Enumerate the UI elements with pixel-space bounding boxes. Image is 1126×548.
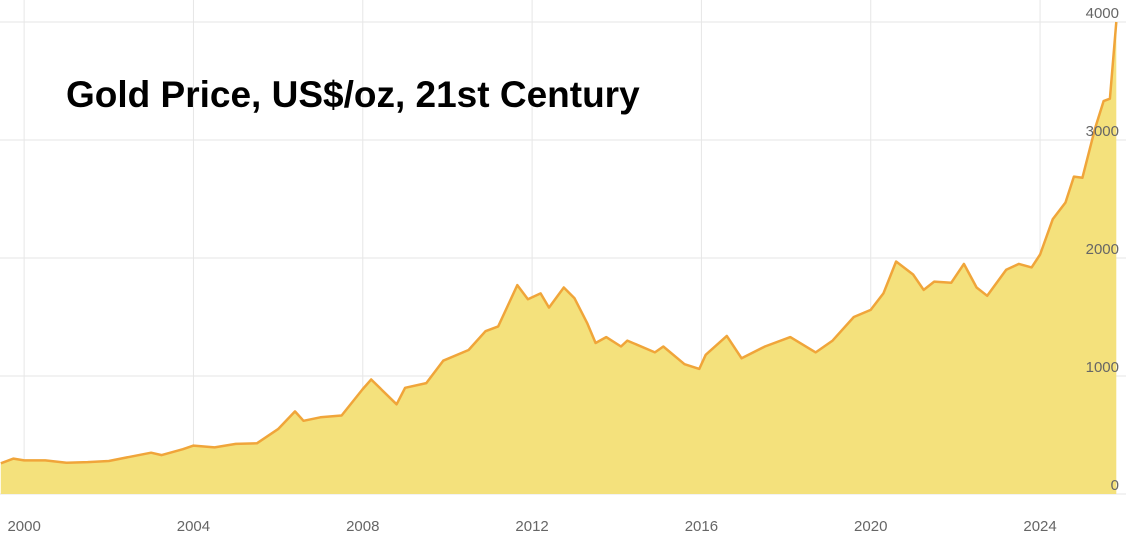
grid	[0, 0, 1126, 495]
area-fill	[0, 22, 1117, 494]
y-tick-label: 1000	[1086, 359, 1119, 376]
x-tick-label: 2016	[685, 518, 718, 535]
chart-title: Gold Price, US$/oz, 21st Century	[66, 74, 640, 115]
x-tick-label: 2004	[177, 518, 210, 535]
plot-area	[0, 21, 1118, 494]
x-tick-label: 2012	[515, 518, 548, 535]
x-tick-label: 2024	[1023, 518, 1056, 535]
x-tick-label: 2000	[7, 518, 40, 535]
y-tick-label: 2000	[1086, 241, 1119, 258]
y-tick-label: 4000	[1086, 5, 1119, 22]
axis-labels: 0 1000 2000 3000 4000 2000 2004 2008 2012 2016 202…	[7, 5, 1119, 535]
price-line	[0, 21, 1118, 465]
y-tick-label: 3000	[1086, 123, 1119, 140]
y-tick-label: 0	[1111, 477, 1119, 494]
x-tick-label: 2008	[346, 518, 379, 535]
x-tick-label: 2020	[854, 518, 887, 535]
